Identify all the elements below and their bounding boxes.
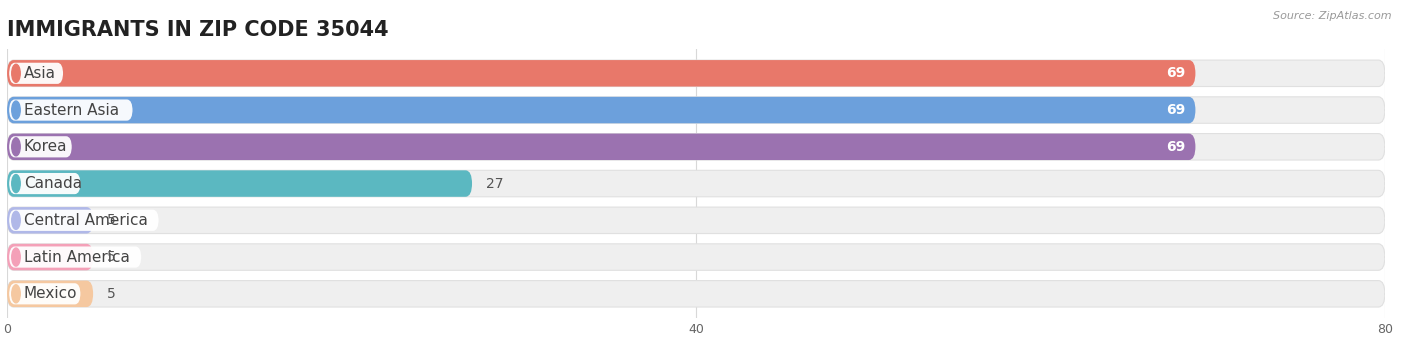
Text: Source: ZipAtlas.com: Source: ZipAtlas.com	[1274, 11, 1392, 20]
Text: Korea: Korea	[24, 139, 67, 154]
FancyBboxPatch shape	[7, 244, 93, 270]
FancyBboxPatch shape	[7, 207, 93, 234]
Circle shape	[11, 248, 20, 266]
Text: Central America: Central America	[24, 213, 148, 228]
FancyBboxPatch shape	[8, 136, 72, 157]
Text: IMMIGRANTS IN ZIP CODE 35044: IMMIGRANTS IN ZIP CODE 35044	[7, 19, 388, 40]
Circle shape	[11, 285, 20, 303]
Circle shape	[11, 138, 20, 156]
Text: 69: 69	[1166, 66, 1185, 80]
FancyBboxPatch shape	[7, 60, 1385, 86]
FancyBboxPatch shape	[8, 100, 132, 121]
Text: 5: 5	[107, 213, 115, 227]
FancyBboxPatch shape	[7, 97, 1385, 123]
FancyBboxPatch shape	[8, 173, 80, 194]
FancyBboxPatch shape	[7, 281, 93, 307]
FancyBboxPatch shape	[7, 133, 1195, 160]
FancyBboxPatch shape	[8, 63, 63, 84]
FancyBboxPatch shape	[8, 283, 80, 304]
Text: 27: 27	[486, 176, 503, 191]
FancyBboxPatch shape	[7, 170, 472, 197]
Text: Canada: Canada	[24, 176, 82, 191]
Circle shape	[11, 174, 20, 193]
FancyBboxPatch shape	[7, 60, 1195, 86]
FancyBboxPatch shape	[7, 97, 1195, 123]
Text: 5: 5	[107, 287, 115, 301]
FancyBboxPatch shape	[7, 244, 1385, 270]
Circle shape	[11, 64, 20, 82]
FancyBboxPatch shape	[8, 210, 159, 231]
Text: Mexico: Mexico	[24, 286, 77, 301]
FancyBboxPatch shape	[7, 133, 1385, 160]
FancyBboxPatch shape	[7, 207, 1385, 234]
FancyBboxPatch shape	[7, 170, 1385, 197]
Text: Latin America: Latin America	[24, 250, 129, 264]
FancyBboxPatch shape	[8, 246, 141, 268]
Text: Asia: Asia	[24, 66, 56, 81]
FancyBboxPatch shape	[7, 281, 1385, 307]
Circle shape	[11, 211, 20, 229]
Text: 5: 5	[107, 250, 115, 264]
Text: Eastern Asia: Eastern Asia	[24, 103, 120, 118]
Text: 69: 69	[1166, 103, 1185, 117]
Circle shape	[11, 101, 20, 119]
Text: 69: 69	[1166, 140, 1185, 154]
